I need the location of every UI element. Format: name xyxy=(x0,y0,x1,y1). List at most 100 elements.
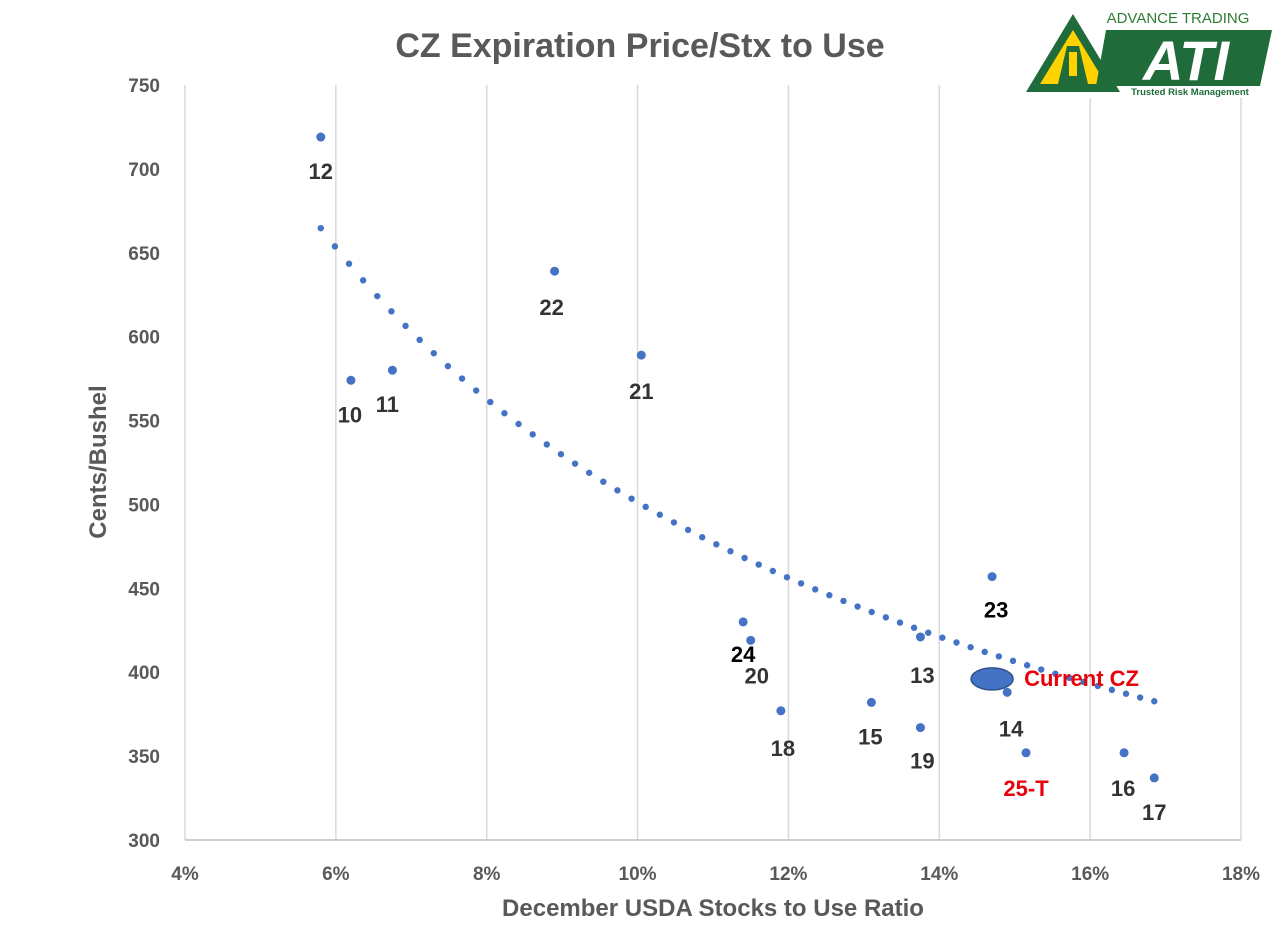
point-label-12: 12 xyxy=(309,159,333,184)
point-label-18: 18 xyxy=(771,736,795,761)
data-point-19 xyxy=(915,723,925,733)
trend-dot xyxy=(656,511,664,518)
trend-dot xyxy=(458,375,466,382)
trend-dot xyxy=(614,487,621,494)
trend-dot xyxy=(910,624,918,631)
trend-dot xyxy=(812,586,819,593)
trend-dot xyxy=(1038,666,1045,673)
point-label-15: 15 xyxy=(858,724,882,749)
trend-dot xyxy=(359,277,367,284)
trend-dot xyxy=(769,567,777,575)
point-label-11: 11 xyxy=(376,392,399,417)
point-label-14: 14 xyxy=(999,716,1024,741)
trend-dot xyxy=(684,526,692,534)
y-tick-label: 550 xyxy=(128,412,160,433)
data-point-11 xyxy=(387,365,397,375)
trend-dot xyxy=(1151,698,1158,705)
trend-dot xyxy=(854,603,861,610)
y-tick-label: 700 xyxy=(128,160,160,181)
trend-dot xyxy=(868,608,875,616)
trend-dot xyxy=(896,619,904,626)
trend-dot xyxy=(317,224,324,232)
point-label-21: 21 xyxy=(629,379,653,404)
trend-dot xyxy=(345,260,353,267)
data-point-15 xyxy=(866,697,876,707)
trend-dot xyxy=(628,495,635,502)
trend-dot xyxy=(543,441,551,448)
trend-dot xyxy=(1052,670,1059,677)
y-tick-label: 650 xyxy=(128,244,160,265)
trend-dot xyxy=(882,614,890,621)
point-label-24: 24 xyxy=(731,642,756,667)
point-label-25-T: 25-T xyxy=(1003,776,1049,801)
trend-dot xyxy=(953,639,960,646)
trend-dot xyxy=(939,634,946,641)
trend-dot xyxy=(444,362,452,370)
y-tick-label: 300 xyxy=(128,831,160,852)
trend-dot xyxy=(515,420,522,428)
x-tick-label: 12% xyxy=(769,864,807,885)
gridlines xyxy=(184,85,1242,840)
trend-dot xyxy=(1080,678,1087,686)
x-axis-title: December USDA Stocks to Use Ratio xyxy=(502,895,924,922)
trend-dot xyxy=(967,644,974,651)
data-point-22 xyxy=(550,266,560,276)
trend-dot xyxy=(1136,694,1144,701)
trend-dot xyxy=(1009,657,1017,665)
trend-dot xyxy=(698,534,706,541)
y-tick-label: 750 xyxy=(128,76,160,97)
trend-dot xyxy=(741,554,748,562)
trend-dot xyxy=(1094,682,1101,690)
trendline xyxy=(317,224,1158,705)
x-tick-label: 14% xyxy=(920,864,958,885)
data-point-13 xyxy=(915,632,925,642)
trend-dot xyxy=(925,629,932,636)
trend-dot xyxy=(1023,662,1031,669)
logo-mark: ATI xyxy=(1141,29,1230,92)
x-tick-label: 10% xyxy=(619,864,657,885)
data-point-23 xyxy=(987,572,997,582)
point-label-17: 17 xyxy=(1142,800,1166,825)
current-cz-marker xyxy=(970,667,1014,691)
point-label-20: 20 xyxy=(744,663,768,688)
point-label-22: 22 xyxy=(539,295,563,320)
data-point-10 xyxy=(346,375,356,385)
data-point-21 xyxy=(636,350,646,360)
trend-dot xyxy=(826,592,833,599)
trend-dot xyxy=(642,503,649,511)
y-tick-label: 450 xyxy=(128,579,160,600)
x-tick-label: 18% xyxy=(1222,864,1260,885)
y-axis-title: Cents/Bushel xyxy=(85,385,112,538)
trend-dot xyxy=(1066,674,1073,682)
trend-dot xyxy=(374,292,381,300)
trend-dot xyxy=(557,450,565,458)
trend-dot xyxy=(430,350,437,357)
data-point-18 xyxy=(776,706,786,716)
trend-dot xyxy=(416,336,423,344)
y-tick-label: 400 xyxy=(128,663,160,684)
point-label-23: 23 xyxy=(984,598,1008,623)
trend-dot xyxy=(783,574,791,581)
trend-dot xyxy=(670,519,678,526)
trend-dot xyxy=(472,387,480,394)
trend-dot xyxy=(388,308,395,315)
trend-dot xyxy=(981,648,988,656)
data-point-25-T xyxy=(1021,748,1031,758)
x-tick-labels: 4% 6% 8% 10% 12% 14% 16% 18% xyxy=(171,864,1260,885)
trend-dot xyxy=(487,398,494,406)
data-point-17 xyxy=(1149,773,1159,783)
trend-dot xyxy=(331,243,339,250)
trend-dot xyxy=(1122,690,1130,697)
trend-dot xyxy=(585,469,593,476)
logo-banner xyxy=(1096,30,1272,86)
data-point-24 xyxy=(738,617,748,627)
current-cz-label: Current CZ xyxy=(1024,666,1139,691)
trend-dot xyxy=(995,653,1003,660)
point-label-10: 10 xyxy=(338,402,362,427)
point-label-13: 13 xyxy=(910,663,934,688)
trend-dot xyxy=(797,580,805,587)
point-label-16: 16 xyxy=(1111,776,1135,801)
